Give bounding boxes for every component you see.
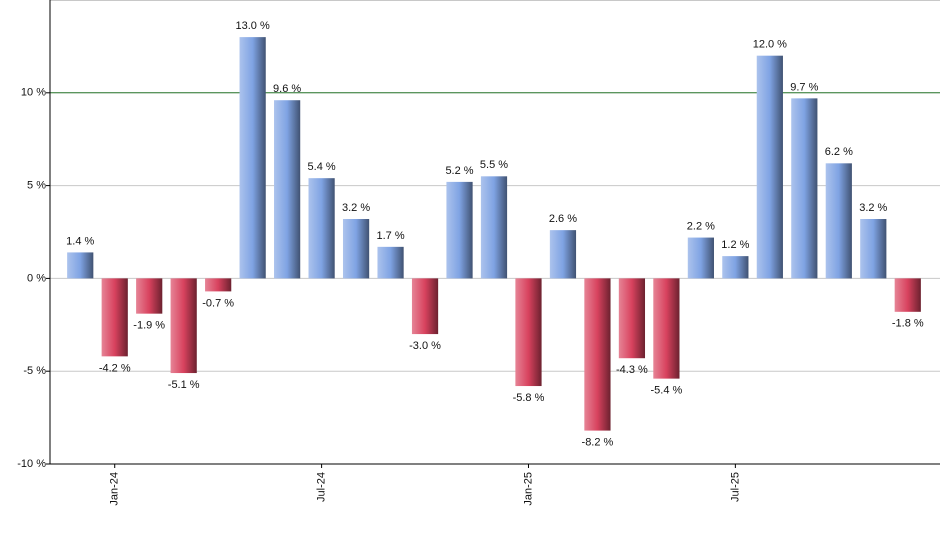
value-label: -1.9 % — [133, 320, 165, 332]
value-label: 2.6 % — [549, 213, 577, 225]
bar — [515, 278, 542, 387]
value-label: -4.3 % — [616, 364, 648, 376]
value-label: 12.0 % — [753, 39, 787, 51]
y-tick-label: 5 % — [27, 180, 46, 192]
value-label: -5.8 % — [513, 392, 545, 404]
bar — [687, 237, 714, 279]
value-label: -4.2 % — [99, 362, 131, 374]
bar — [756, 55, 783, 279]
value-label: 1.4 % — [66, 235, 94, 247]
bar — [205, 278, 232, 292]
value-label: 5.2 % — [445, 165, 473, 177]
value-label: -1.8 % — [892, 318, 924, 330]
value-label: 1.2 % — [721, 239, 749, 251]
value-label: 3.2 % — [342, 202, 370, 214]
bar — [894, 278, 921, 312]
bar — [411, 278, 439, 335]
y-tick-label: 0 % — [27, 272, 46, 284]
value-label: 9.6 % — [273, 83, 301, 95]
bar — [67, 252, 94, 279]
bar — [136, 278, 163, 314]
value-label: 5.4 % — [308, 161, 336, 173]
bar — [170, 278, 197, 374]
bar — [584, 278, 611, 431]
bar — [342, 219, 370, 279]
value-label: 5.5 % — [480, 159, 508, 171]
value-label: 9.7 % — [790, 81, 818, 93]
bar — [860, 219, 887, 279]
bar — [239, 37, 266, 279]
bar — [308, 178, 335, 279]
y-tick-label: -5 % — [23, 365, 46, 377]
bar — [722, 256, 749, 279]
value-label: -5.1 % — [168, 379, 200, 391]
value-label: 13.0 % — [236, 20, 270, 32]
x-tick-label: Jul-25 — [729, 472, 741, 502]
value-label: -8.2 % — [582, 436, 614, 448]
value-label: -0.7 % — [202, 297, 234, 309]
value-label: -5.4 % — [651, 385, 683, 397]
bar — [618, 278, 646, 359]
value-label: 3.2 % — [859, 202, 887, 214]
bar — [377, 246, 404, 279]
bar — [653, 278, 680, 379]
bar — [549, 230, 577, 279]
y-tick-label: 10 % — [21, 87, 46, 99]
value-label: 1.7 % — [376, 230, 404, 242]
bar — [274, 100, 301, 279]
bar — [446, 181, 473, 279]
x-tick-label: Jan-25 — [522, 472, 534, 506]
value-label: 6.2 % — [825, 146, 853, 158]
x-tick-label: Jul-24 — [316, 472, 328, 502]
x-tick-label: Jan-24 — [109, 472, 121, 506]
value-label: -3.0 % — [409, 340, 441, 352]
bar — [791, 98, 818, 279]
bar — [101, 278, 128, 357]
y-tick-label: -10 % — [17, 458, 46, 470]
bar — [825, 163, 852, 279]
value-label: 2.2 % — [687, 220, 715, 232]
bar — [480, 176, 508, 279]
